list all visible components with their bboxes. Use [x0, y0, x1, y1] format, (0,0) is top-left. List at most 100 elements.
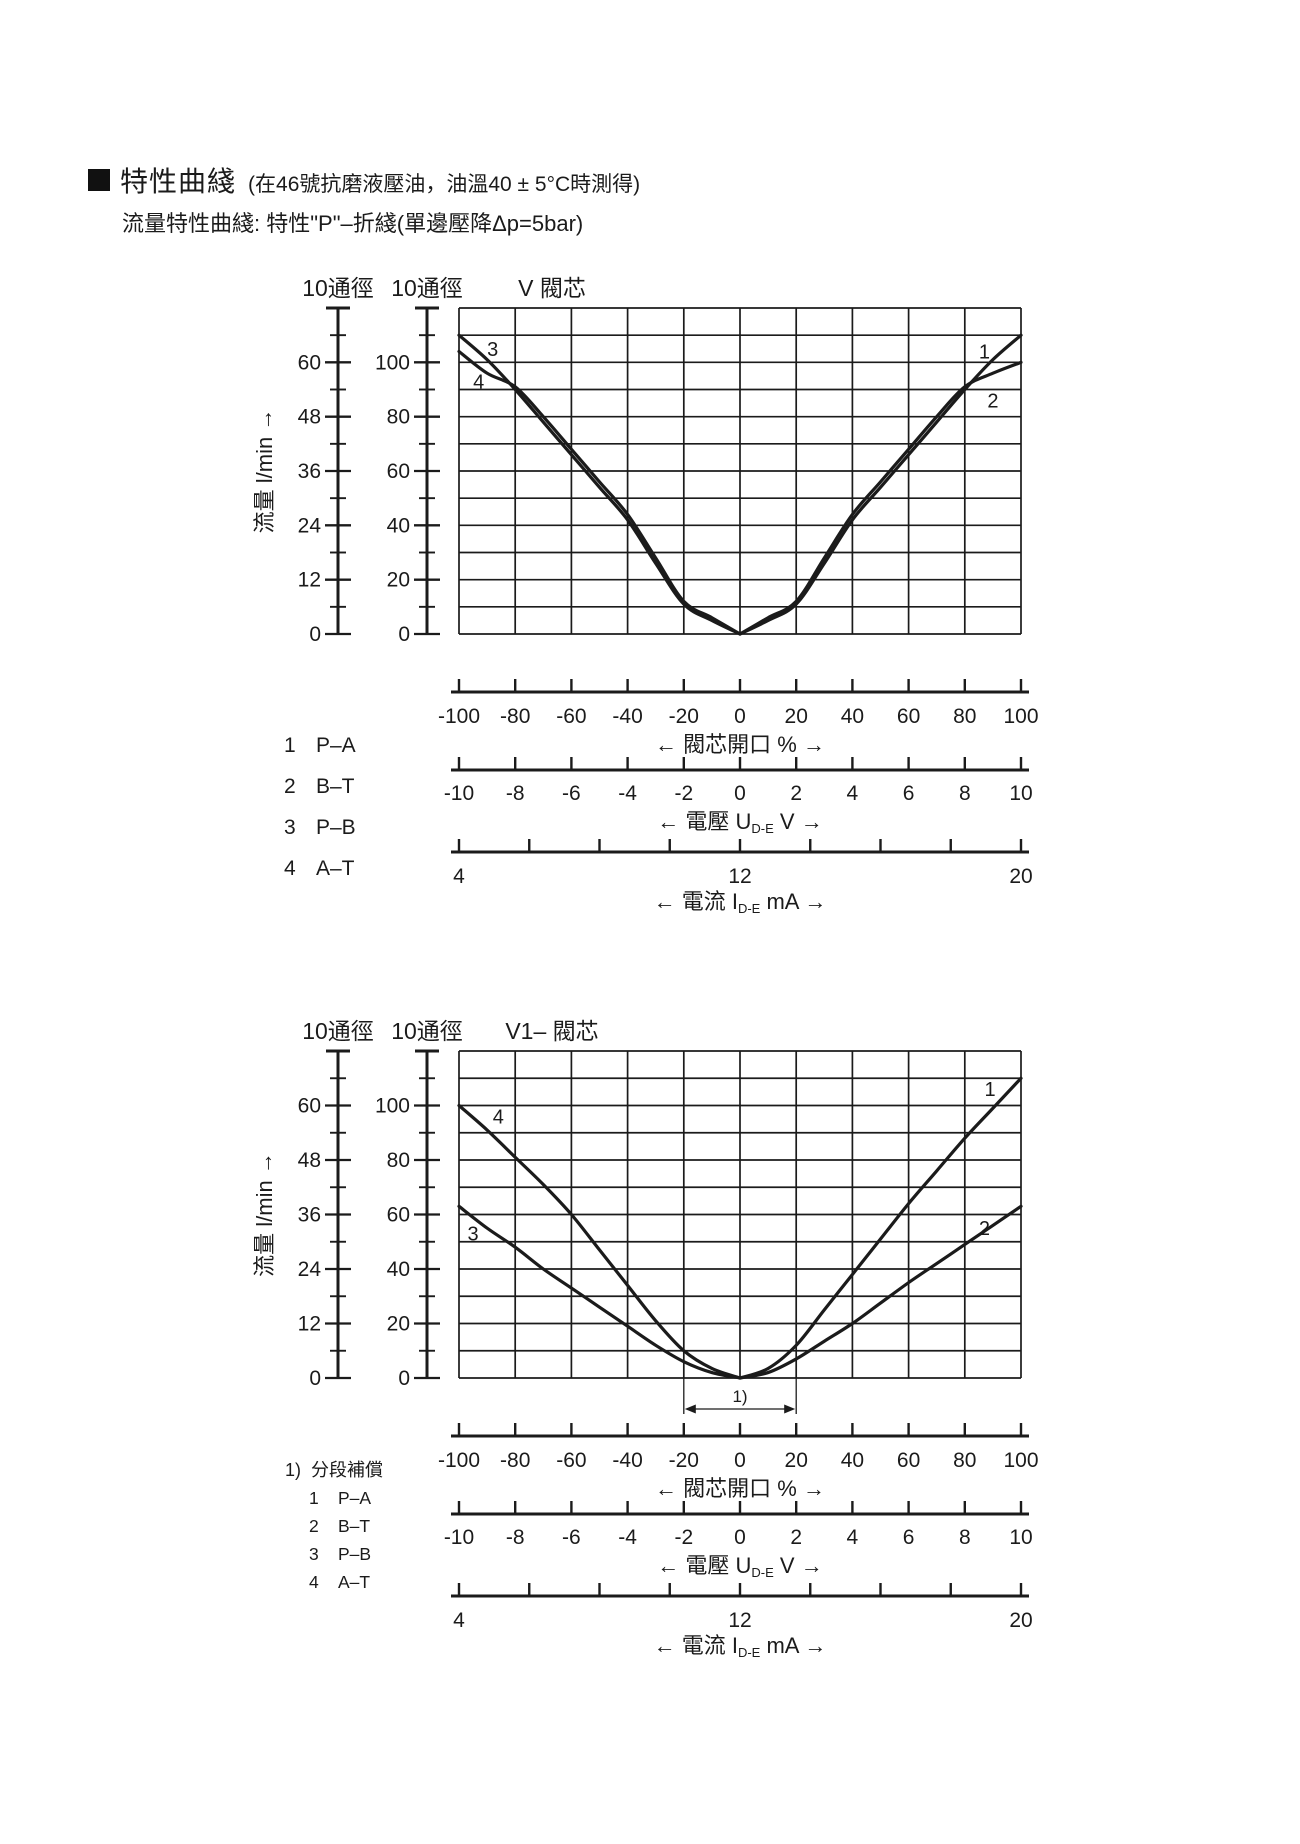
x-axis-tick-label: -10 [444, 782, 474, 805]
x-axis-tick-label: -40 [612, 1449, 642, 1472]
legend-item-number: 3 [284, 816, 296, 839]
x-axis-tick-label: -60 [556, 705, 586, 728]
deadband-marker [683, 1378, 797, 1414]
legend-item-route: A–T [338, 1572, 370, 1592]
x-axis-tick-label: 12 [728, 1609, 751, 1632]
x-axis-tick-label: 20 [1009, 865, 1032, 888]
flow-scale-tick-label: 0 [309, 1367, 321, 1390]
x-axis-tick-label: 8 [959, 1526, 971, 1549]
x-axis-tick-label: 40 [841, 705, 864, 728]
footnote-text: 分段補償 [311, 1460, 383, 1480]
chart-grid [458, 307, 1022, 635]
y-axis-title: 流量 l/min → [252, 1152, 277, 1277]
curve-legend: 1 P–A 2 B–T 3 P–B 4 A–T [284, 734, 356, 880]
x-axis-title: ← 閥芯開口 % → [655, 732, 825, 757]
flow-scale-1: 10通徑 0 12 24 36 48 60 [298, 1018, 374, 1390]
flow-scale-tick-label: 20 [387, 1313, 410, 1336]
flow-scale-tick-label: 40 [387, 1258, 410, 1281]
page-subtitle: 流量特性曲綫: 特性"P"–折綫(單邊壓降Δp=5bar) [122, 211, 584, 236]
flow-scale-header: 10通徑 [391, 275, 463, 301]
flow-scale-tick-label: 0 [398, 1367, 410, 1390]
legend-item-route: P–A [316, 734, 356, 757]
deadband-label: 1) [732, 1387, 747, 1406]
x-axis-tick-label: -20 [669, 1449, 699, 1472]
chart-grid [458, 1050, 1022, 1379]
flow-scale-header: 10通徑 [302, 275, 374, 301]
x-axis-tick-label: -4 [618, 1526, 637, 1549]
x-axis-tick-label: 80 [953, 705, 976, 728]
x-axis-tick-label: 20 [785, 705, 808, 728]
x-axis-1: -100 -80 -60 -40 -20 0 20 40 60 80 100 ← 閥芯開口 % → [438, 679, 1039, 757]
flow-scale-tick-label: 36 [298, 460, 321, 483]
x-axis-tick-label: -40 [612, 705, 642, 728]
flow-scale-tick-label: 24 [298, 1258, 322, 1281]
x-axis-tick-label: -2 [674, 782, 693, 805]
x-axis-title: ← 電壓 UD-E V → [657, 1553, 822, 1580]
x-axis-tick-label: 10 [1009, 1526, 1032, 1549]
x-axis-tick-label: 0 [734, 782, 746, 805]
flow-scale-tick-label: 20 [387, 569, 410, 592]
x-axis-title: ← 閥芯開口 % → [655, 1476, 825, 1501]
x-axis-tick-label: -10 [444, 1526, 474, 1549]
flow-scale-tick-label: 80 [387, 406, 410, 429]
curve-2-B–T [738, 360, 1023, 636]
page-title: 特性曲綫 [120, 166, 237, 197]
flow-scale-2: 10通徑 0 20 40 60 80 100 [375, 1018, 463, 1390]
flow-scale-header: 10通徑 [391, 1018, 463, 1044]
x-axis-tick-label: 20 [1009, 1609, 1032, 1632]
section-bullet-icon [88, 169, 110, 191]
x-axis-title: ← 電流 ID-E mA → [654, 1633, 827, 1660]
x-axis-tick-label: 40 [841, 1449, 864, 1472]
curve-2-B–T [738, 1204, 1023, 1380]
legend-item-number: 1 [309, 1488, 319, 1508]
x-axis-tick-label: -80 [500, 1449, 530, 1472]
series-curves [457, 333, 1023, 636]
x-axis-tick-label: -8 [506, 782, 525, 805]
x-axis-tick-label: 80 [953, 1449, 976, 1472]
footnote-marker: 1) [285, 1460, 301, 1480]
legend-item-route: P–B [316, 816, 356, 839]
x-axis-tick-label: -4 [618, 782, 637, 805]
x-axis-tick-label: 100 [1003, 705, 1038, 728]
x-axis-tick-label: 2 [790, 1526, 802, 1549]
x-axis-tick-label: 4 [453, 865, 465, 888]
flow-scale-tick-label: 60 [298, 351, 321, 374]
flow-scale-1: 10通徑 0 12 24 36 48 60 [298, 275, 374, 646]
legend-item-route: B–T [338, 1516, 370, 1536]
curve-4-A–T [457, 349, 742, 636]
x-axis-tick-label: 0 [734, 705, 746, 728]
x-axis-3: 4 12 20 ← 電流 ID-E mA → [451, 1583, 1033, 1660]
flow-scale-tick-label: 60 [298, 1095, 321, 1118]
legend-item-number: 1 [284, 734, 296, 757]
curve-number-label: 4 [493, 1106, 504, 1128]
x-axis-tick-label: -100 [438, 705, 480, 728]
flow-scale-tick-label: 48 [298, 406, 321, 429]
legend-item-route: B–T [316, 775, 355, 798]
x-axis-tick-label: -6 [562, 1526, 581, 1549]
curve-1-P–A [738, 1076, 1023, 1380]
x-axis-tick-label: -20 [669, 705, 699, 728]
legend-item-route: P–A [338, 1488, 371, 1508]
x-axis-tick-label: 0 [734, 1526, 746, 1549]
x-axis-tick-label: 12 [728, 865, 751, 888]
flow-scale-tick-label: 24 [298, 514, 322, 537]
flow-scale-tick-label: 12 [298, 1313, 321, 1336]
y-axis-title: 流量 l/min → [252, 409, 277, 534]
flow-scale-tick-label: 100 [375, 351, 410, 374]
flow-scale-tick-label: 60 [387, 1204, 410, 1227]
curve-3-P–B [457, 1204, 742, 1380]
curve-number-label: 3 [467, 1224, 478, 1246]
flow-scale-tick-label: 0 [398, 623, 410, 646]
flow-scale-tick-label: 40 [387, 514, 410, 537]
x-axis-title: ← 電壓 UD-E V → [657, 809, 822, 836]
x-axis-tick-label: 20 [785, 1449, 808, 1472]
curve-number-label: 4 [473, 371, 484, 393]
x-axis-tick-label: 60 [897, 705, 920, 728]
x-axis-tick-label: -80 [500, 705, 530, 728]
legend-item-number: 4 [284, 857, 296, 880]
x-axis-2: -10 -8 -6 -4 -2 0 2 4 6 8 10 ← 電壓 UD-E V → [444, 757, 1033, 836]
x-axis-tick-label: -6 [562, 782, 581, 805]
legend-item-route: A–T [316, 857, 355, 880]
spool-title: V 閥芯 [518, 275, 586, 301]
